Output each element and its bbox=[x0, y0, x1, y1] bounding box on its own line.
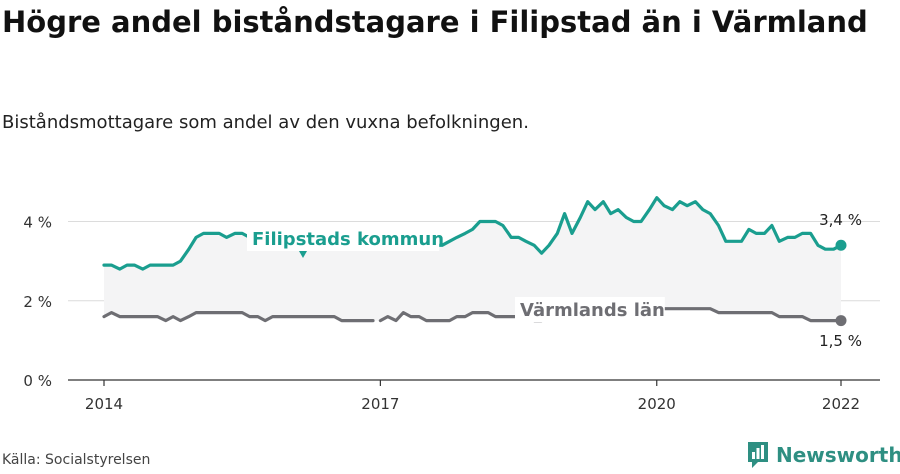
axes: 0 % 2 % 4 % 2014 2017 2020 2022 bbox=[23, 214, 880, 413]
brand-name: Newsworthy bbox=[776, 443, 900, 467]
end-value-label-varmland: 1,5 % bbox=[819, 332, 862, 350]
series-label-varmland: Värmlands län bbox=[515, 297, 665, 322]
end-point-varmland bbox=[835, 315, 847, 327]
label-pointer-filipstad bbox=[299, 251, 307, 258]
chart-title: Högre andel biståndstagare i Filipstad ä… bbox=[2, 5, 868, 39]
series-label-bg bbox=[247, 226, 440, 251]
series-label-text: Värmlands län bbox=[520, 300, 665, 321]
series-line-filipstad bbox=[102, 196, 843, 271]
end-value-label-filipstad: 3,4 % bbox=[819, 211, 862, 229]
series-label-bg bbox=[515, 297, 665, 322]
series-labels: Filipstads kommun Värmlands län 3,4 % 1,5 % bbox=[247, 211, 862, 350]
x-tick-label: 2022 bbox=[822, 395, 860, 413]
x-tick-label: 2020 bbox=[638, 395, 676, 413]
source-note: Källa: Socialstyrelsen bbox=[2, 452, 151, 468]
end-point-filipstad bbox=[835, 239, 847, 251]
brand-logo: Newsworthy bbox=[746, 440, 900, 470]
x-tick-label: 2017 bbox=[361, 395, 399, 413]
newsworthy-logo-icon bbox=[748, 442, 768, 468]
y-tick-label: 4 % bbox=[23, 214, 52, 232]
y-tick-label: 2 % bbox=[23, 293, 52, 311]
x-tick-label: 2014 bbox=[85, 395, 123, 413]
y-tick-label: 0 % bbox=[23, 372, 52, 390]
series-label-filipstad: Filipstads kommun bbox=[247, 226, 444, 251]
chart-subtitle: Biståndsmottagare som andel av den vuxna… bbox=[2, 112, 529, 133]
range-shade bbox=[104, 197, 841, 321]
series-label-text: Filipstads kommun bbox=[252, 229, 444, 250]
